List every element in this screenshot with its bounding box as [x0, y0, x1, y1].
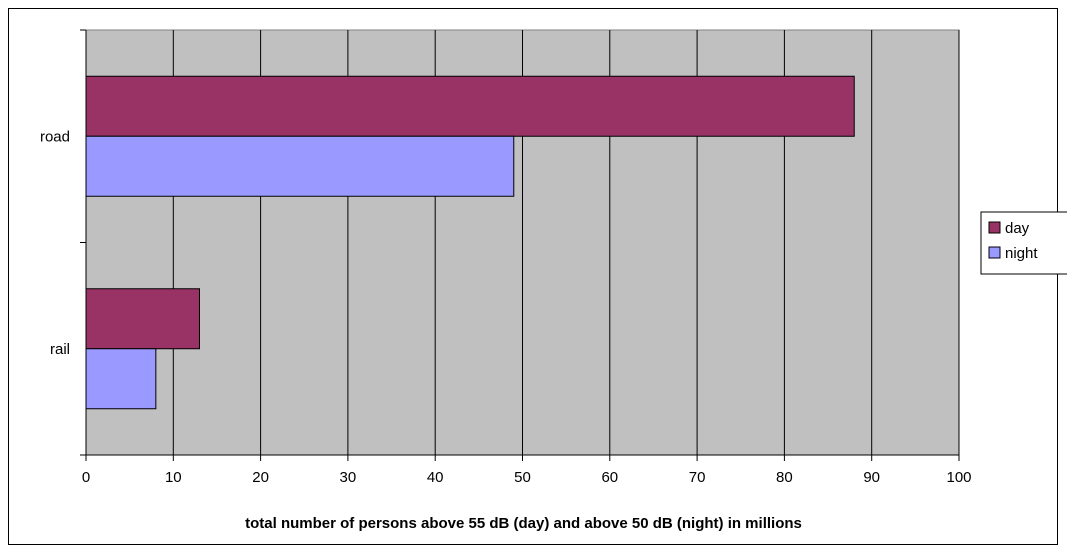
x-tick-label-100: 100: [946, 469, 971, 486]
x-tick-label-90: 90: [863, 469, 880, 486]
x-tick-label-80: 80: [776, 469, 793, 486]
x-tick-label-50: 50: [514, 469, 531, 486]
legend-swatch-day: [988, 221, 1001, 234]
x-tick-label-30: 30: [340, 469, 357, 486]
x-axis-title: total number of persons above 55 dB (day…: [245, 515, 802, 532]
bar-rail-day: [85, 288, 200, 350]
y-tick-labels: rail road: [40, 128, 70, 358]
y-tick-label-road: road: [40, 128, 70, 145]
x-tick-label-0: 0: [82, 469, 90, 486]
x-tick-label-10: 10: [165, 469, 182, 486]
legend-label-night: night: [1005, 245, 1038, 262]
x-tick-labels: 0 10 20 30 40 50 60 70 80 90 100: [82, 469, 972, 486]
bar-road-night: [85, 135, 515, 197]
legend[interactable]: day night: [980, 211, 1067, 275]
x-tick-label-40: 40: [427, 469, 444, 486]
legend-swatch-night: [988, 246, 1001, 259]
x-tick-label-70: 70: [689, 469, 706, 486]
legend-label-day: day: [1005, 220, 1030, 237]
bars: [85, 75, 855, 410]
x-tick-label-20: 20: [252, 469, 269, 486]
bar-road-day: [85, 75, 855, 137]
y-tick-label-rail: rail: [50, 341, 70, 358]
bar-rail-night: [85, 348, 157, 410]
x-tick-label-60: 60: [601, 469, 618, 486]
axes: [80, 29, 960, 461]
